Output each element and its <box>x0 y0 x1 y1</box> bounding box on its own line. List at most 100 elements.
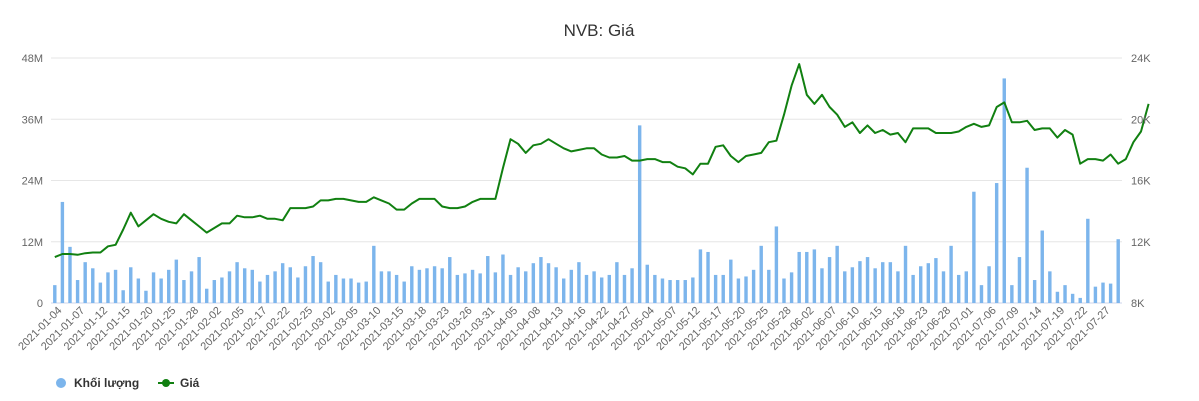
volume-bar <box>850 267 855 303</box>
right-tick-label: 20K <box>1131 114 1151 126</box>
volume-bar <box>174 259 179 303</box>
volume-bar <box>75 280 80 303</box>
volume-bar <box>448 257 452 303</box>
right-tick-label: 8K <box>1131 298 1145 310</box>
volume-bar <box>273 271 277 303</box>
volume-bar <box>744 276 748 303</box>
volume-bar <box>858 261 862 303</box>
legend-item-volume[interactable]: Khối lượng <box>56 376 139 390</box>
volume-bar <box>189 271 194 303</box>
volume-bar <box>1093 286 1098 303</box>
volume-bar <box>1078 297 1082 303</box>
volume-bar <box>212 280 217 303</box>
volume-bar <box>379 271 384 303</box>
left-tick-label: 24M <box>22 176 43 188</box>
volume-bar <box>706 251 710 303</box>
left-tick-label: 48M <box>22 53 43 65</box>
legend-volume-label: Khối lượng <box>74 376 139 390</box>
volume-bar <box>1048 271 1052 303</box>
volume-bar <box>265 274 270 303</box>
volume-bar <box>227 271 232 303</box>
volume-bar <box>782 278 786 303</box>
volume-bar <box>789 272 794 303</box>
volume-bar <box>1055 291 1060 303</box>
volume-bar <box>554 267 558 303</box>
volume-bar <box>949 245 953 303</box>
volume-bar <box>539 257 543 303</box>
volume-bar <box>151 272 156 303</box>
volume-bar <box>197 257 201 303</box>
volume-bar <box>60 201 65 303</box>
volume-bar <box>751 269 756 303</box>
volume-bar <box>425 268 429 303</box>
left-tick-label: 0 <box>37 298 43 310</box>
volume-bar <box>432 266 437 303</box>
volume-bar <box>463 273 467 303</box>
volume-bar <box>736 278 741 303</box>
volume-bar <box>394 274 399 303</box>
volume-bar <box>220 277 224 303</box>
volume-bar <box>683 280 687 303</box>
right-tick-label: 16K <box>1131 176 1151 188</box>
volume-bar <box>98 282 103 303</box>
volume-bar <box>987 266 991 303</box>
volume-bar <box>1025 167 1029 303</box>
volume-bar <box>994 183 999 303</box>
volume-bar <box>83 262 87 303</box>
legend[interactable]: Khối lượng Giá <box>56 376 200 390</box>
volume-bar <box>531 263 536 303</box>
volume-bar <box>653 274 657 303</box>
left-tick-label: 36M <box>22 114 43 126</box>
price-line <box>54 63 1150 259</box>
volume-bar <box>607 274 611 303</box>
legend-price-marker <box>162 379 170 387</box>
volume-bar <box>630 268 634 303</box>
volume-bar <box>767 269 771 303</box>
volume-bar <box>668 280 672 303</box>
volume-bar <box>341 278 346 303</box>
legend-item-price[interactable]: Giá <box>158 376 200 390</box>
volume-bar <box>546 263 551 303</box>
volume-bar <box>660 278 665 303</box>
volume-bar <box>296 277 300 303</box>
volume-bar <box>729 259 733 303</box>
volume-bar <box>387 271 391 303</box>
volume-bar <box>501 254 505 303</box>
volume-bar <box>516 267 520 303</box>
volume-bar <box>805 251 809 303</box>
volume-bar <box>919 266 923 303</box>
volume-bar <box>964 271 968 303</box>
volume-bar <box>334 274 338 303</box>
volume-bar <box>486 256 490 303</box>
right-axis-ticks: 8K 12K 16K 20K 24K <box>1131 53 1151 310</box>
volume-bar <box>903 245 908 303</box>
volume-bar <box>1032 280 1037 303</box>
volume-bar <box>698 249 703 303</box>
volume-bar <box>774 226 779 303</box>
volume-bar <box>713 274 718 303</box>
volume-bar <box>1040 230 1044 303</box>
volume-bar <box>820 268 824 303</box>
volume-bar <box>562 278 566 303</box>
volume-bar <box>288 267 292 303</box>
left-axis-ticks: 0 12M 24M 36M 48M <box>22 53 43 310</box>
volume-bar <box>615 262 619 303</box>
volume-bar <box>881 262 885 303</box>
volume-bar <box>1070 293 1075 303</box>
x-axis-ticks: 2021-01-042021-01-072021-01-122021-01-15… <box>16 305 1112 353</box>
volume-bar <box>455 274 460 303</box>
volume-bar <box>106 272 110 303</box>
volume-bar <box>478 273 482 303</box>
volume-bar <box>934 258 938 303</box>
volume-bar <box>622 274 627 303</box>
chart-title: NVB: Giá <box>564 21 635 40</box>
volume-bar <box>326 281 330 303</box>
volume-bar <box>956 274 961 303</box>
volume-bar <box>205 288 209 303</box>
volume-bar <box>68 246 72 303</box>
volume-bar <box>843 271 847 303</box>
right-tick-label: 12K <box>1131 237 1151 249</box>
volume-bar <box>235 262 239 303</box>
